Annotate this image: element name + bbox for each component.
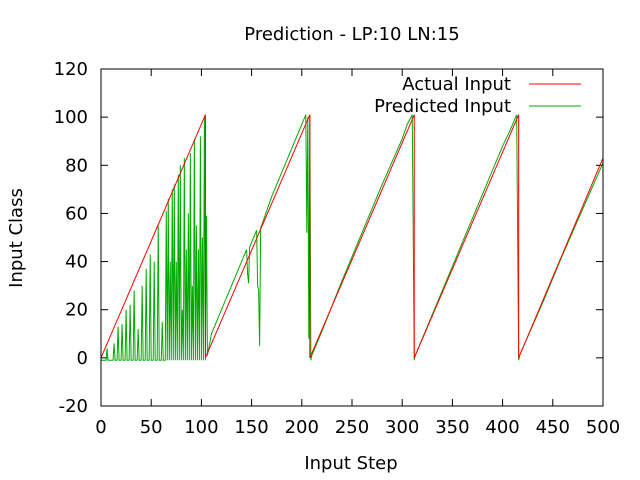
y-tick-label: -20	[59, 396, 88, 417]
chart-title: Prediction - LP:10 LN:15	[244, 24, 459, 45]
x-tick-label: 400	[485, 417, 519, 438]
axis-tick-labels: 0 50 100 150 200 250 300 350 400 450 500 -20 0 20 40 60…	[54, 59, 621, 438]
legend-label: Predicted Input	[374, 96, 511, 117]
x-tick-label: 250	[335, 417, 369, 438]
x-tick-label: 200	[285, 417, 319, 438]
y-tick-label: 40	[65, 252, 88, 273]
series-layer	[100, 114, 604, 361]
y-tick-label: 20	[65, 300, 88, 321]
y-tick-label: 80	[65, 155, 88, 176]
y-axis-title-group: Input Class	[6, 188, 27, 288]
x-tick-label: 0	[95, 417, 106, 438]
series-line-predicted-input	[101, 114, 604, 361]
x-tick-label: 50	[140, 417, 163, 438]
x-tick-label: 450	[536, 417, 570, 438]
x-tick-label: 350	[435, 417, 469, 438]
y-tick-label: 0	[77, 348, 88, 369]
y-tick-label: 120	[54, 59, 88, 80]
x-tick-label: 100	[184, 417, 218, 438]
y-tick-label: 60	[65, 203, 88, 224]
y-tick-label: 100	[54, 107, 88, 128]
x-tick-label: 150	[234, 417, 268, 438]
y-axis-title: Input Class	[6, 188, 27, 288]
legend-label: Actual Input	[402, 74, 511, 95]
series-line-actual-input	[100, 114, 604, 359]
x-tick-label: 300	[385, 417, 419, 438]
plot-frame	[100, 68, 604, 407]
axis-ticks	[100, 68, 604, 407]
x-axis-title: Input Step	[304, 453, 397, 474]
x-tick-label: 500	[586, 417, 620, 438]
